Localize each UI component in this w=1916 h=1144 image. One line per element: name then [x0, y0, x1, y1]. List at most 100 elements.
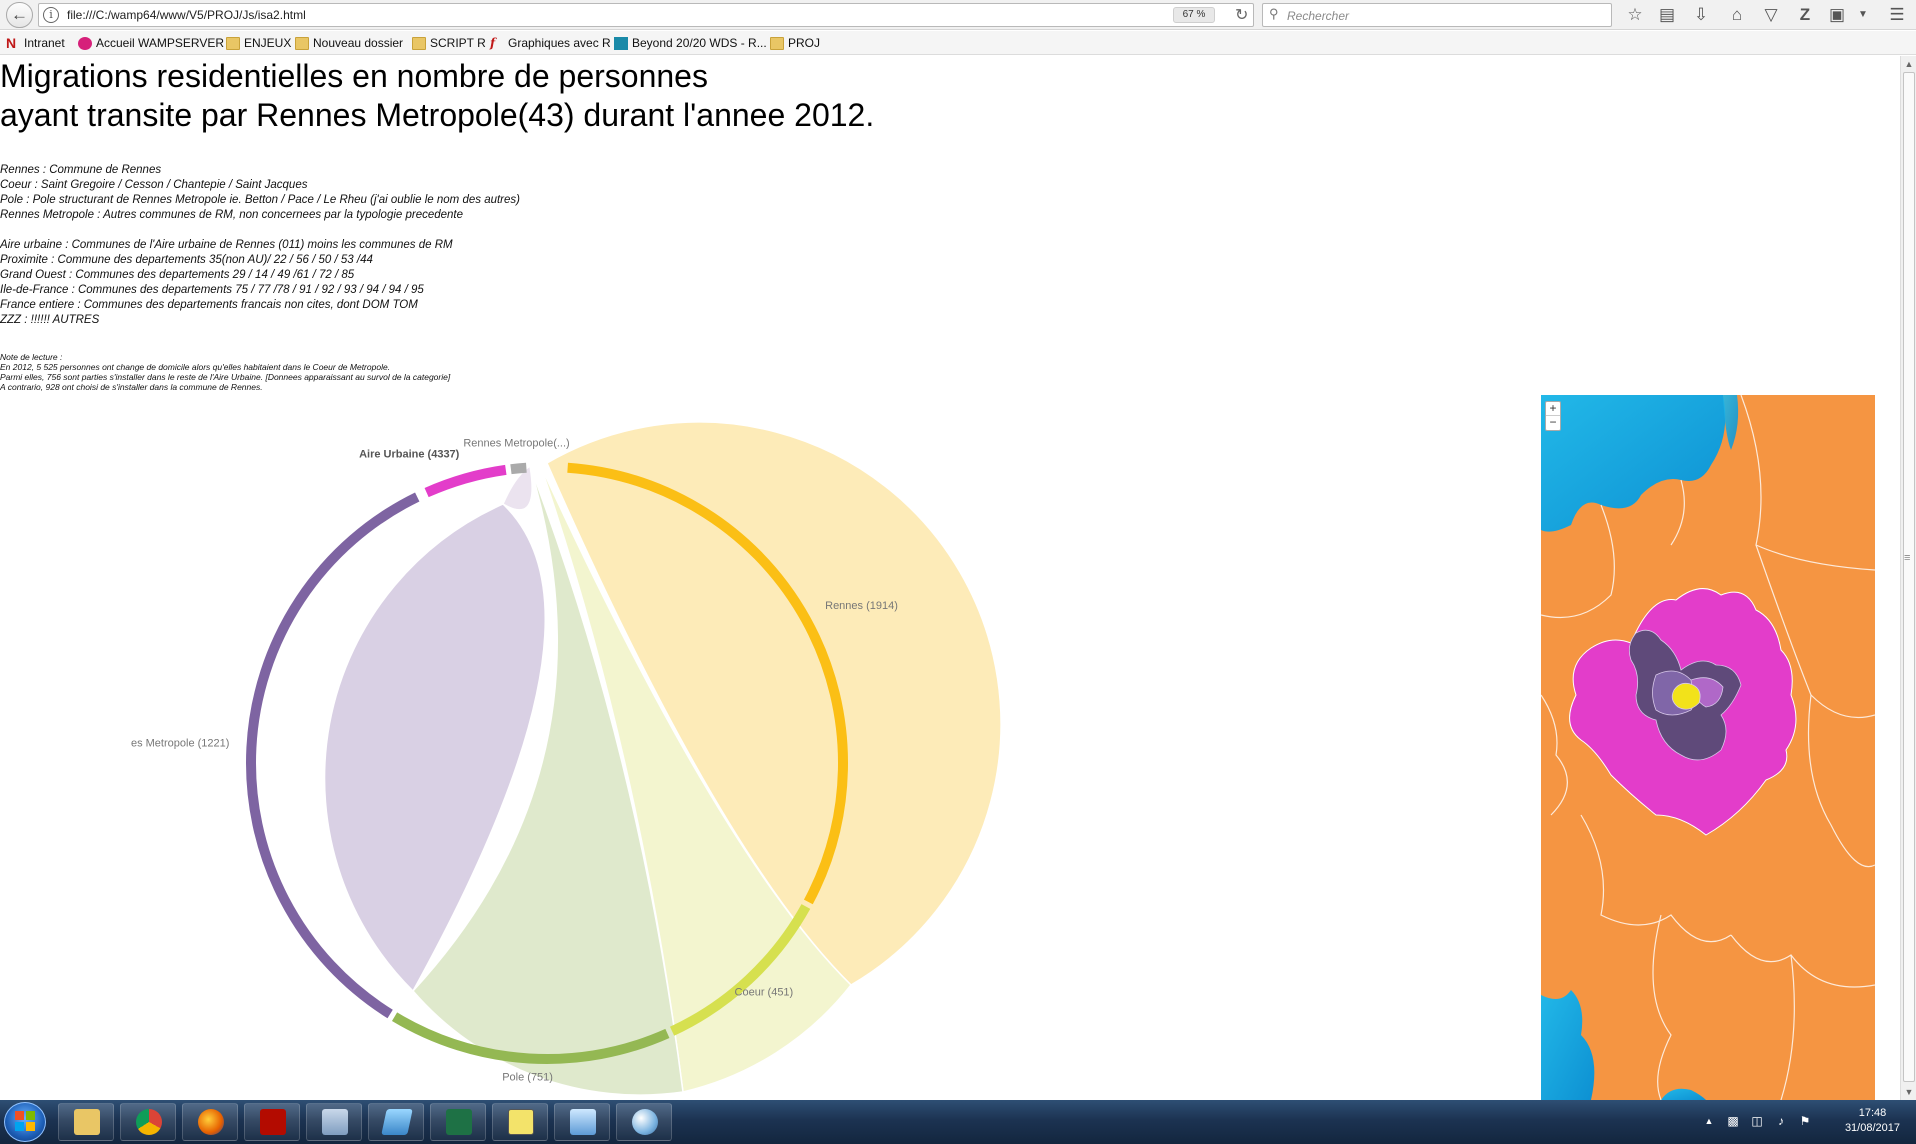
- search-bar[interactable]: ⚲ Rechercher: [1262, 3, 1612, 27]
- label-pole: Pole (751): [502, 1071, 553, 1083]
- note-line: A contrario, 928 ont choisi de s'install…: [0, 382, 263, 392]
- star-icon[interactable]: ☆: [1627, 5, 1643, 24]
- reload-icon[interactable]: ↻: [1235, 7, 1249, 24]
- bookmark-nouveau-dossier[interactable]: Nouveau dossier: [295, 36, 403, 50]
- bookmark-label: Nouveau dossier: [313, 36, 404, 50]
- arc-pole[interactable]: [391, 1012, 670, 1064]
- url-text[interactable]: file:///C:/wamp64/www/V5/PROJ/Js/isa2.ht…: [67, 8, 306, 22]
- taskbar-paint[interactable]: [616, 1103, 672, 1141]
- scroll-thumb[interactable]: [1903, 72, 1915, 1082]
- clipboard-icon[interactable]: ▤: [1658, 5, 1676, 24]
- taskbar-excel[interactable]: [430, 1103, 486, 1141]
- scroll-down-arrow[interactable]: ▼: [1904, 1087, 1914, 1097]
- pocket-icon[interactable]: ▽: [1764, 5, 1778, 24]
- taskbar-explorer[interactable]: [58, 1103, 114, 1141]
- chevron-down-icon[interactable]: ▼: [1858, 9, 1868, 20]
- beyond-icon: [614, 36, 628, 50]
- label-other: Rennes Metropole(...): [463, 437, 569, 449]
- migration-map[interactable]: + −: [1541, 395, 1875, 1100]
- excel-icon: [446, 1109, 472, 1135]
- page-scrollbar[interactable]: ▲ ≡ ▼: [1900, 56, 1916, 1100]
- ribbon-rennes[interactable]: [546, 421, 1002, 986]
- clock-time: 17:48: [1858, 1107, 1887, 1119]
- search-placeholder: Rechercher: [1287, 9, 1350, 23]
- taskbar-notes[interactable]: [368, 1103, 424, 1141]
- legend-line: Grand Ouest : Communes des departements …: [0, 269, 355, 281]
- group-labels: Rennes (1914) Coeur (451) Pole (751) es Met…: [131, 437, 898, 1083]
- rgraph-icon: f: [490, 35, 496, 50]
- map-canvas[interactable]: [1541, 395, 1875, 1100]
- taskbar-firefox[interactable]: [182, 1103, 238, 1141]
- label-rennes-metropole: es Metropole (1221): [131, 737, 229, 749]
- arc-rennes[interactable]: [567, 462, 848, 905]
- legend-line: Aire urbaine : Communes de l'Aire urbain…: [0, 239, 453, 251]
- bookmark-label: SCRIPT R: [430, 36, 486, 50]
- back-button[interactable]: ←: [6, 2, 33, 28]
- legend-line: ZZZ : !!!!!! AUTRES: [0, 314, 100, 326]
- taskbar-calculator[interactable]: [306, 1103, 362, 1141]
- legend-line: Rennes : Commune de Rennes: [0, 164, 162, 176]
- scroll-up-arrow[interactable]: ▲: [1904, 59, 1914, 69]
- taskbar-clock[interactable]: 17:48 31/08/2017: [1845, 1106, 1900, 1136]
- url-bar[interactable]: i file:///C:/wamp64/www/V5/PROJ/Js/isa2.…: [38, 3, 1254, 27]
- bookmark-beyond[interactable]: Beyond 20/20 WDS - R...: [614, 36, 767, 50]
- bookmark-proj[interactable]: PROJ: [770, 36, 820, 50]
- sea-atlantic-south: [1661, 1088, 1706, 1100]
- texmaker-icon: [508, 1109, 534, 1135]
- menu-icon[interactable]: ☰: [1889, 5, 1905, 24]
- zoom-in-button[interactable]: +: [1546, 402, 1560, 416]
- taskbar-texmaker[interactable]: [492, 1103, 548, 1141]
- monitor-icon[interactable]: ◫: [1751, 1114, 1763, 1128]
- legend-line: Rennes Metropole : Autres communes de RM…: [0, 209, 464, 221]
- sea-atlantic: [1541, 990, 1595, 1100]
- bookmark-graphiques-avec-r[interactable]: f Graphiques avec R: [490, 36, 611, 50]
- arc-aire-urbaine[interactable]: [424, 464, 507, 498]
- arc-coeur[interactable]: [669, 904, 811, 1036]
- windows-taskbar: ▲ ▩ ◫ ♪ ⚑ 17:48 31/08/2017: [0, 1100, 1916, 1144]
- sea-channel: [1541, 395, 1726, 532]
- bookmark-label: PROJ: [788, 36, 821, 50]
- wampserver-icon: [78, 36, 92, 50]
- start-button[interactable]: [4, 1102, 46, 1142]
- bookmark-wampserver[interactable]: Accueil WAMPSERVER: [78, 36, 224, 50]
- chord-diagram: Rennes (1914) Coeur (451) Pole (751) es Met…: [131, 421, 1002, 1096]
- notes-icon: [381, 1109, 413, 1135]
- rennes-commune-area[interactable]: [1671, 682, 1701, 710]
- volume-icon[interactable]: ♪: [1778, 1114, 1784, 1128]
- flag-icon[interactable]: ⚑: [1799, 1114, 1811, 1128]
- bookmark-label: Intranet: [24, 36, 65, 50]
- sea-channel-east: [1723, 395, 1739, 450]
- taskbar-notepad[interactable]: [554, 1103, 610, 1141]
- taskbar-chrome[interactable]: [120, 1103, 176, 1141]
- taskbar-acrobat[interactable]: [244, 1103, 300, 1141]
- download-icon[interactable]: ⇩: [1693, 5, 1709, 24]
- label-rennes: Rennes (1914): [825, 600, 898, 612]
- ribbon-rennes-metropole[interactable]: [323, 503, 546, 993]
- ribbon-aire-urbaine[interactable]: [502, 464, 533, 511]
- note-line: Note de lecture :: [0, 352, 63, 362]
- tray-expand-icon[interactable]: ▲: [1704, 1116, 1714, 1126]
- zotero-icon[interactable]: Z: [1799, 5, 1811, 24]
- arc-rennes-metropole[interactable]: [246, 492, 420, 1019]
- network-icon[interactable]: ▩: [1727, 1114, 1739, 1128]
- bookmark-script-r[interactable]: SCRIPT R: [412, 36, 486, 50]
- grip-icon: ≡: [1904, 552, 1911, 564]
- map-zoom-control: + −: [1545, 401, 1561, 431]
- page-content: Migrations residentielles en nombre de p…: [0, 56, 1900, 1100]
- folder-icon: [295, 36, 309, 50]
- folder-icon: [412, 36, 426, 50]
- home-icon[interactable]: ⌂: [1731, 5, 1743, 24]
- info-icon[interactable]: i: [43, 7, 59, 23]
- bookmark-intranet[interactable]: N Intranet: [6, 36, 65, 51]
- department-borders: [1541, 395, 1875, 1100]
- ribbon-coeur[interactable]: [539, 463, 853, 1093]
- bookmark-enjeux[interactable]: ENJEUX: [226, 36, 291, 50]
- page-icon[interactable]: ▣: [1828, 5, 1846, 24]
- legend-line: Pole : Pole structurant de Rennes Metrop…: [0, 194, 520, 206]
- ribbon-pole[interactable]: [411, 465, 684, 1096]
- arc-other[interactable]: [510, 462, 527, 475]
- zoom-out-button[interactable]: −: [1549, 415, 1557, 429]
- folder-icon: [770, 36, 784, 50]
- acrobat-icon: [260, 1109, 286, 1135]
- zoom-level-badge[interactable]: 67 %: [1173, 7, 1215, 23]
